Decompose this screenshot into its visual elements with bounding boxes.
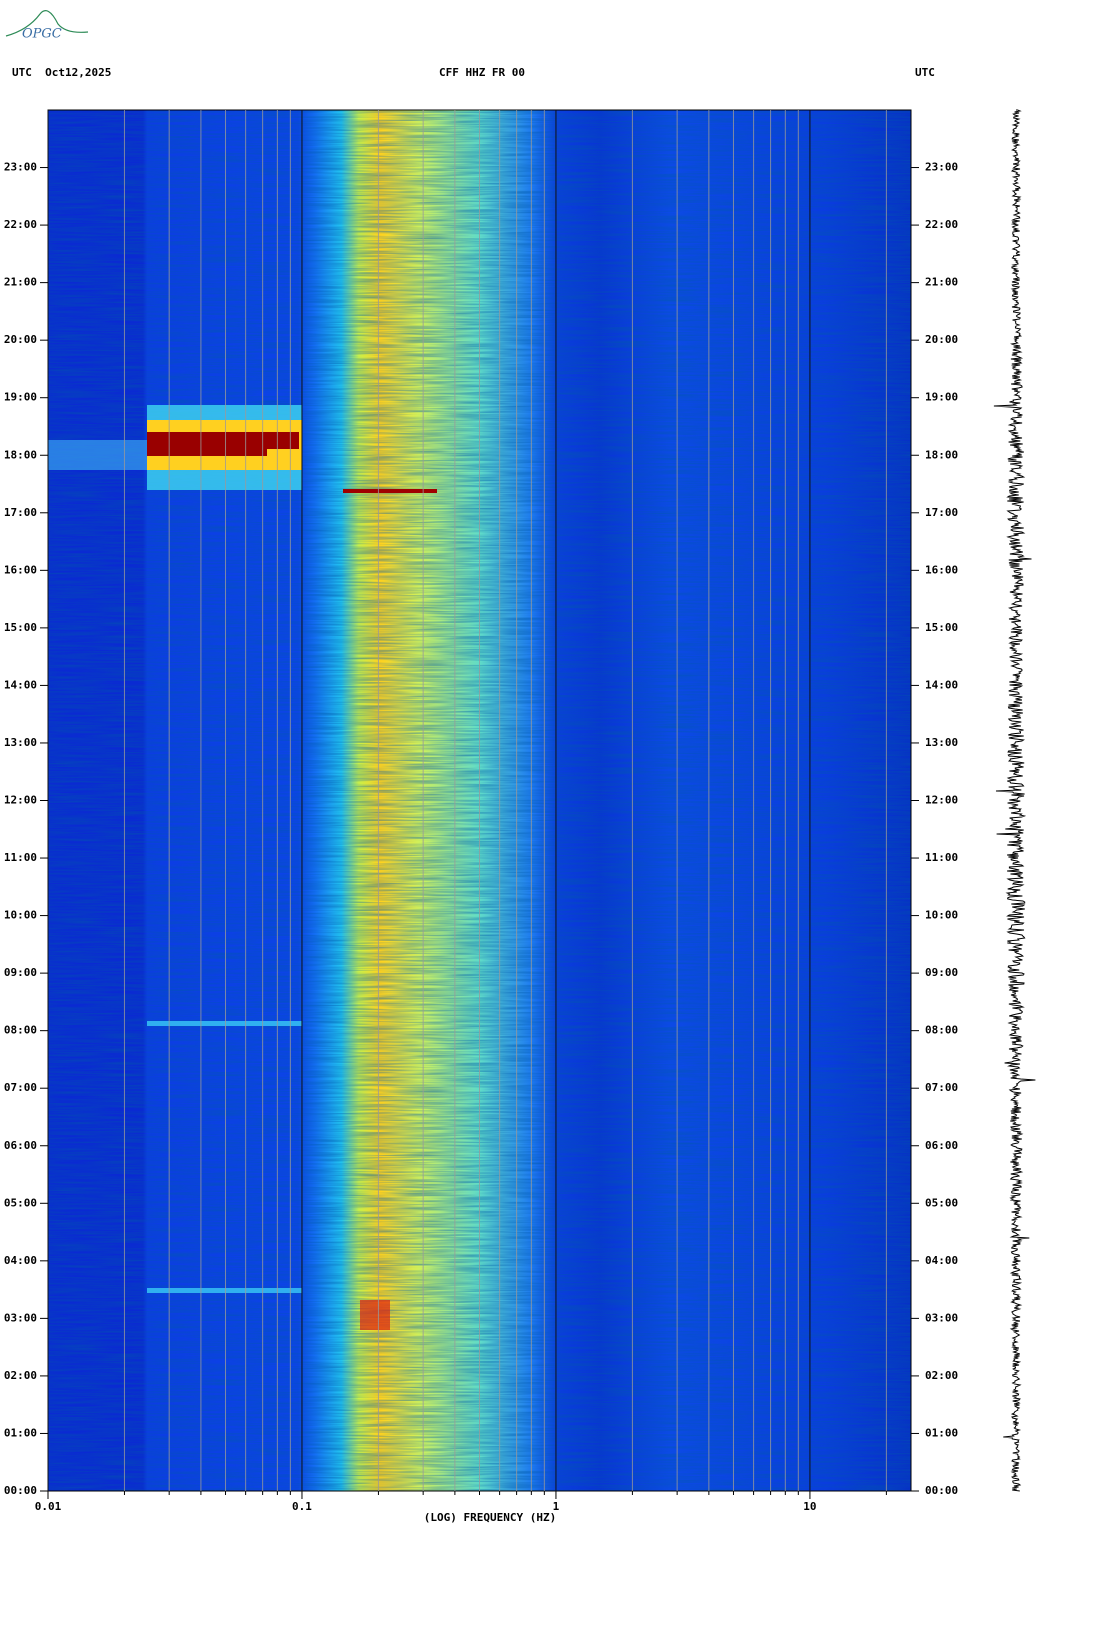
x-tick-label: 0.01 <box>35 1500 62 1513</box>
right-header: UTC <box>915 66 935 79</box>
seismogram-trace <box>993 109 1036 1492</box>
y-tick-label-left: 06:00 <box>4 1139 37 1152</box>
event-band <box>147 1021 302 1026</box>
left-header: UTC Oct12,2025 <box>12 66 111 79</box>
event-band <box>147 432 267 456</box>
logo-swoosh <box>5 10 89 37</box>
y-tick-label-left: 20:00 <box>4 333 37 346</box>
logo: OPGC <box>22 27 62 42</box>
y-tick-label-left: 14:00 <box>4 678 37 691</box>
y-tick-label-left: 02:00 <box>4 1369 37 1382</box>
y-tick-label-left: 04:00 <box>4 1254 37 1267</box>
y-tick-label-right: 19:00 <box>925 391 958 404</box>
x-tick-label: 1 <box>553 1500 560 1513</box>
y-tick-label-left: 16:00 <box>4 563 37 576</box>
y-tick-label-right: 05:00 <box>925 1196 958 1209</box>
y-tick-label-left: 10:00 <box>4 909 37 922</box>
y-tick-label-right: 22:00 <box>925 218 958 231</box>
event-band <box>48 440 148 470</box>
y-tick-label-right: 16:00 <box>925 563 958 576</box>
x-tick-label: 0.1 <box>292 1500 312 1513</box>
y-tick-label-right: 01:00 <box>925 1426 958 1439</box>
y-tick-label-right: 11:00 <box>925 851 958 864</box>
event-band <box>267 432 299 449</box>
y-tick-label-left: 21:00 <box>4 276 37 289</box>
event-band <box>147 1288 302 1293</box>
y-tick-label-right: 04:00 <box>925 1254 958 1267</box>
y-tick-label-right: 12:00 <box>925 794 958 807</box>
y-tick-label-right: 13:00 <box>925 736 958 749</box>
y-tick-label-left: 05:00 <box>4 1196 37 1209</box>
y-tick-label-left: 12:00 <box>4 794 37 807</box>
y-tick-label-right: 09:00 <box>925 966 958 979</box>
y-tick-label-right: 23:00 <box>925 161 958 174</box>
y-tick-label-left: 18:00 <box>4 448 37 461</box>
y-tick-label-right: 18:00 <box>925 448 958 461</box>
y-tick-label-right: 02:00 <box>925 1369 958 1382</box>
y-tick-label-left: 00:00 <box>4 1484 37 1497</box>
y-tick-label-left: 07:00 <box>4 1081 37 1094</box>
y-tick-label-left: 22:00 <box>4 218 37 231</box>
y-tick-label-right: 21:00 <box>925 276 958 289</box>
y-tick-label-left: 08:00 <box>4 1024 37 1037</box>
x-tick-label: 10 <box>803 1500 816 1513</box>
y-tick-label-left: 19:00 <box>4 391 37 404</box>
chart-title: CFF HHZ FR 00 <box>439 66 525 79</box>
y-tick-label-right: 00:00 <box>925 1484 958 1497</box>
y-tick-label-left: 11:00 <box>4 851 37 864</box>
y-tick-label-left: 13:00 <box>4 736 37 749</box>
y-tick-label-left: 01:00 <box>4 1426 37 1439</box>
y-tick-label-left: 17:00 <box>4 506 37 519</box>
y-tick-label-right: 17:00 <box>925 506 958 519</box>
y-tick-label-right: 14:00 <box>925 678 958 691</box>
y-tick-label-right: 07:00 <box>925 1081 958 1094</box>
y-tick-label-left: 03:00 <box>4 1311 37 1324</box>
event-band <box>343 489 437 493</box>
y-tick-label-right: 03:00 <box>925 1311 958 1324</box>
y-tick-label-right: 10:00 <box>925 909 958 922</box>
y-tick-label-right: 06:00 <box>925 1139 958 1152</box>
x-axis-label: (LOG) FREQUENCY (HZ) <box>424 1511 556 1524</box>
event-band <box>360 1300 390 1330</box>
y-tick-label-right: 08:00 <box>925 1024 958 1037</box>
y-tick-label-left: 23:00 <box>4 161 37 174</box>
y-tick-label-right: 20:00 <box>925 333 958 346</box>
y-tick-label-left: 15:00 <box>4 621 37 634</box>
y-tick-label-left: 09:00 <box>4 966 37 979</box>
y-tick-label-right: 15:00 <box>925 621 958 634</box>
